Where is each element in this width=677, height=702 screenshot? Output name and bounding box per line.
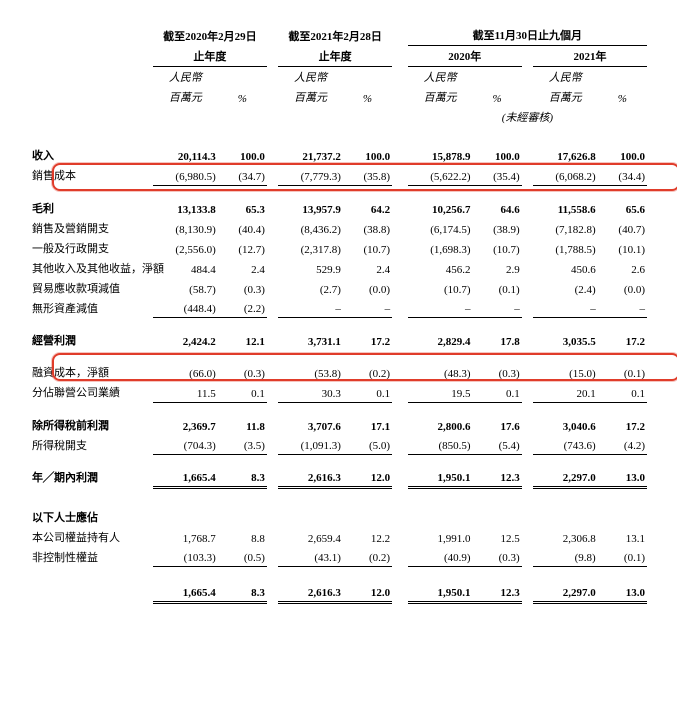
table-row: 銷售成本(6,980.5)(34.7)(7,779.3)(35.8)(5,622… [30, 165, 647, 185]
hdr-pct1: % [218, 87, 267, 107]
hdr-cur2: 人民幣 [278, 67, 343, 88]
hdr-unit3: 百萬元 [408, 87, 473, 107]
table-row: 銷售及營銷開支(8,130.9)(40.4)(8,436.2)(38.8)(6,… [30, 218, 647, 238]
table-row: 以下人士應佔 [30, 507, 647, 527]
hdr-period2: 截至2021年2月28日 [278, 25, 392, 46]
header-row-currency: 人民幣 人民幣 人民幣 人民幣 [30, 67, 647, 88]
financial-table: 截至2020年2月29日 截至2021年2月28日 截至11月30日止九個月 止… [30, 25, 647, 604]
hdr-unit4: 百萬元 [533, 87, 598, 107]
header-row-periods: 截至2020年2月29日 截至2021年2月28日 截至11月30日止九個月 [30, 25, 647, 46]
hdr-pct4: % [598, 87, 647, 107]
table-row: 分佔聯營公司業績11.50.130.30.119.50.120.10.1 [30, 382, 647, 402]
hdr-unaudited: (未經審核) [408, 107, 647, 127]
hdr-period1b: 止年度 [153, 46, 267, 67]
hdr-cur1: 人民幣 [153, 67, 218, 88]
hdr-period2b: 止年度 [278, 46, 392, 67]
header-row-periods-b: 止年度 止年度 2020年 2021年 [30, 46, 647, 67]
table-row: 年╱期內利潤1,665.48.32,616.312.01,950.112.32,… [30, 467, 647, 487]
hdr-period34: 截至11月30日止九個月 [408, 25, 647, 46]
hdr-y2021: 2021年 [533, 46, 647, 67]
hdr-pct3: % [473, 87, 522, 107]
hdr-y2020: 2020年 [408, 46, 522, 67]
table-row: 一般及行政開支(2,556.0)(12.7)(2,317.8)(10.7)(1,… [30, 238, 647, 258]
table-row: 所得稅開支(704.3)(3.5)(1,091.3)(5.0)(850.5)(5… [30, 435, 647, 455]
table-row: 除所得稅前利潤2,369.711.83,707.617.12,800.617.6… [30, 415, 647, 435]
hdr-cur3: 人民幣 [408, 67, 473, 88]
table-row: 1,665.48.32,616.312.01,950.112.32,297.01… [30, 585, 647, 603]
table-row: 非控制性權益(103.3)(0.5)(43.1)(0.2)(40.9)(0.3)… [30, 547, 647, 567]
hdr-pct2: % [343, 87, 392, 107]
table-row: 經營利潤2,424.212.13,731.117.22,829.417.83,0… [30, 330, 647, 350]
table-row: 收入20,114.3100.021,737.2100.015,878.9100.… [30, 145, 647, 165]
hdr-period1: 截至2020年2月29日 [153, 25, 267, 46]
hdr-cur4: 人民幣 [533, 67, 598, 88]
table-row: 無形資產減值(448.4)(2.2)–––––– [30, 298, 647, 318]
table-row: 其他收入及其他收益，淨額484.42.4529.92.4456.22.9450.… [30, 258, 647, 278]
table-row: 融資成本，淨額(66.0)(0.3)(53.8)(0.2)(48.3)(0.3)… [30, 362, 647, 382]
table-row: 本公司權益持有人1,768.78.82,659.412.21,991.012.5… [30, 527, 647, 547]
header-row-unit: 百萬元 % 百萬元 % 百萬元 % 百萬元 % [30, 87, 647, 107]
table-row: 毛利13,133.865.313,957.964.210,256.764.611… [30, 198, 647, 218]
hdr-unit1: 百萬元 [153, 87, 218, 107]
header-row-unaudited: (未經審核) [30, 107, 647, 127]
financial-table-sheet: 截至2020年2月29日 截至2021年2月28日 截至11月30日止九個月 止… [30, 25, 647, 604]
table-row: 貿易應收款項減值(58.7)(0.3)(2.7)(0.0)(10.7)(0.1)… [30, 278, 647, 298]
hdr-unit2: 百萬元 [278, 87, 343, 107]
